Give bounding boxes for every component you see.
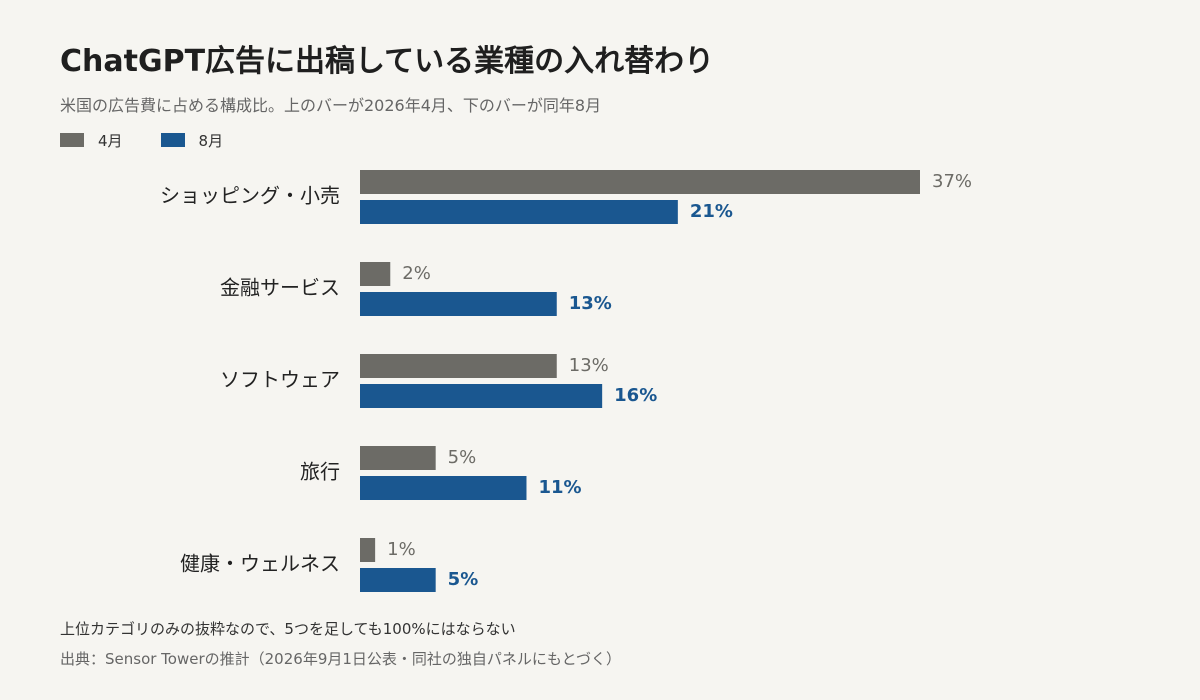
value-label-april: 1% — [387, 539, 416, 560]
legend-swatch-august — [160, 133, 185, 147]
bar-august — [360, 476, 527, 500]
legend-label-april: 4月 — [98, 131, 123, 150]
value-label-april: 13% — [569, 355, 609, 376]
chart-title: ChatGPT広告に出稿している業種の入れ替わり — [60, 44, 715, 79]
bar-august — [360, 384, 603, 408]
legend-item-april: 4月 — [60, 130, 123, 151]
bar-april — [360, 170, 920, 194]
bar-august — [360, 200, 678, 224]
legend-swatch-april — [60, 133, 84, 147]
value-label-august: 11% — [538, 477, 581, 498]
category-label: ソフトウェア — [220, 368, 340, 392]
value-label-april: 2% — [402, 263, 431, 284]
bar-april — [360, 354, 557, 378]
value-label-august: 21% — [690, 201, 733, 222]
source-note: 出典：Sensor Towerの推計（2026年9月1日公表・同社の独自パネルに… — [60, 650, 622, 668]
legend-item-august: 8月 — [160, 130, 224, 151]
value-label-august: 13% — [569, 293, 612, 314]
value-label-april: 37% — [932, 171, 972, 192]
bar-april — [360, 262, 391, 286]
category-label: ショッピング・小売 — [160, 184, 340, 208]
category-label: 旅行 — [300, 460, 340, 484]
category-label: 金融サービス — [220, 276, 340, 300]
bar-april — [360, 538, 376, 562]
value-label-august: 16% — [614, 385, 657, 406]
footnote: 上位カテゴリのみの抜粋なので、5つを足しても100%にはならない — [60, 620, 516, 638]
value-label-august: 5% — [448, 569, 479, 590]
chart-subtitle: 米国の広告費に占める構成比。上のバーが2026年4月、下のバーが同年8月 — [60, 96, 602, 115]
bar-august — [360, 568, 436, 592]
legend: 4月 8月 — [60, 130, 261, 150]
value-label-april: 5% — [448, 447, 477, 468]
bar-august — [360, 292, 557, 316]
bar-april — [360, 446, 436, 470]
category-label: 健康・ウェルネス — [180, 552, 340, 576]
legend-label-august: 8月 — [198, 131, 224, 150]
